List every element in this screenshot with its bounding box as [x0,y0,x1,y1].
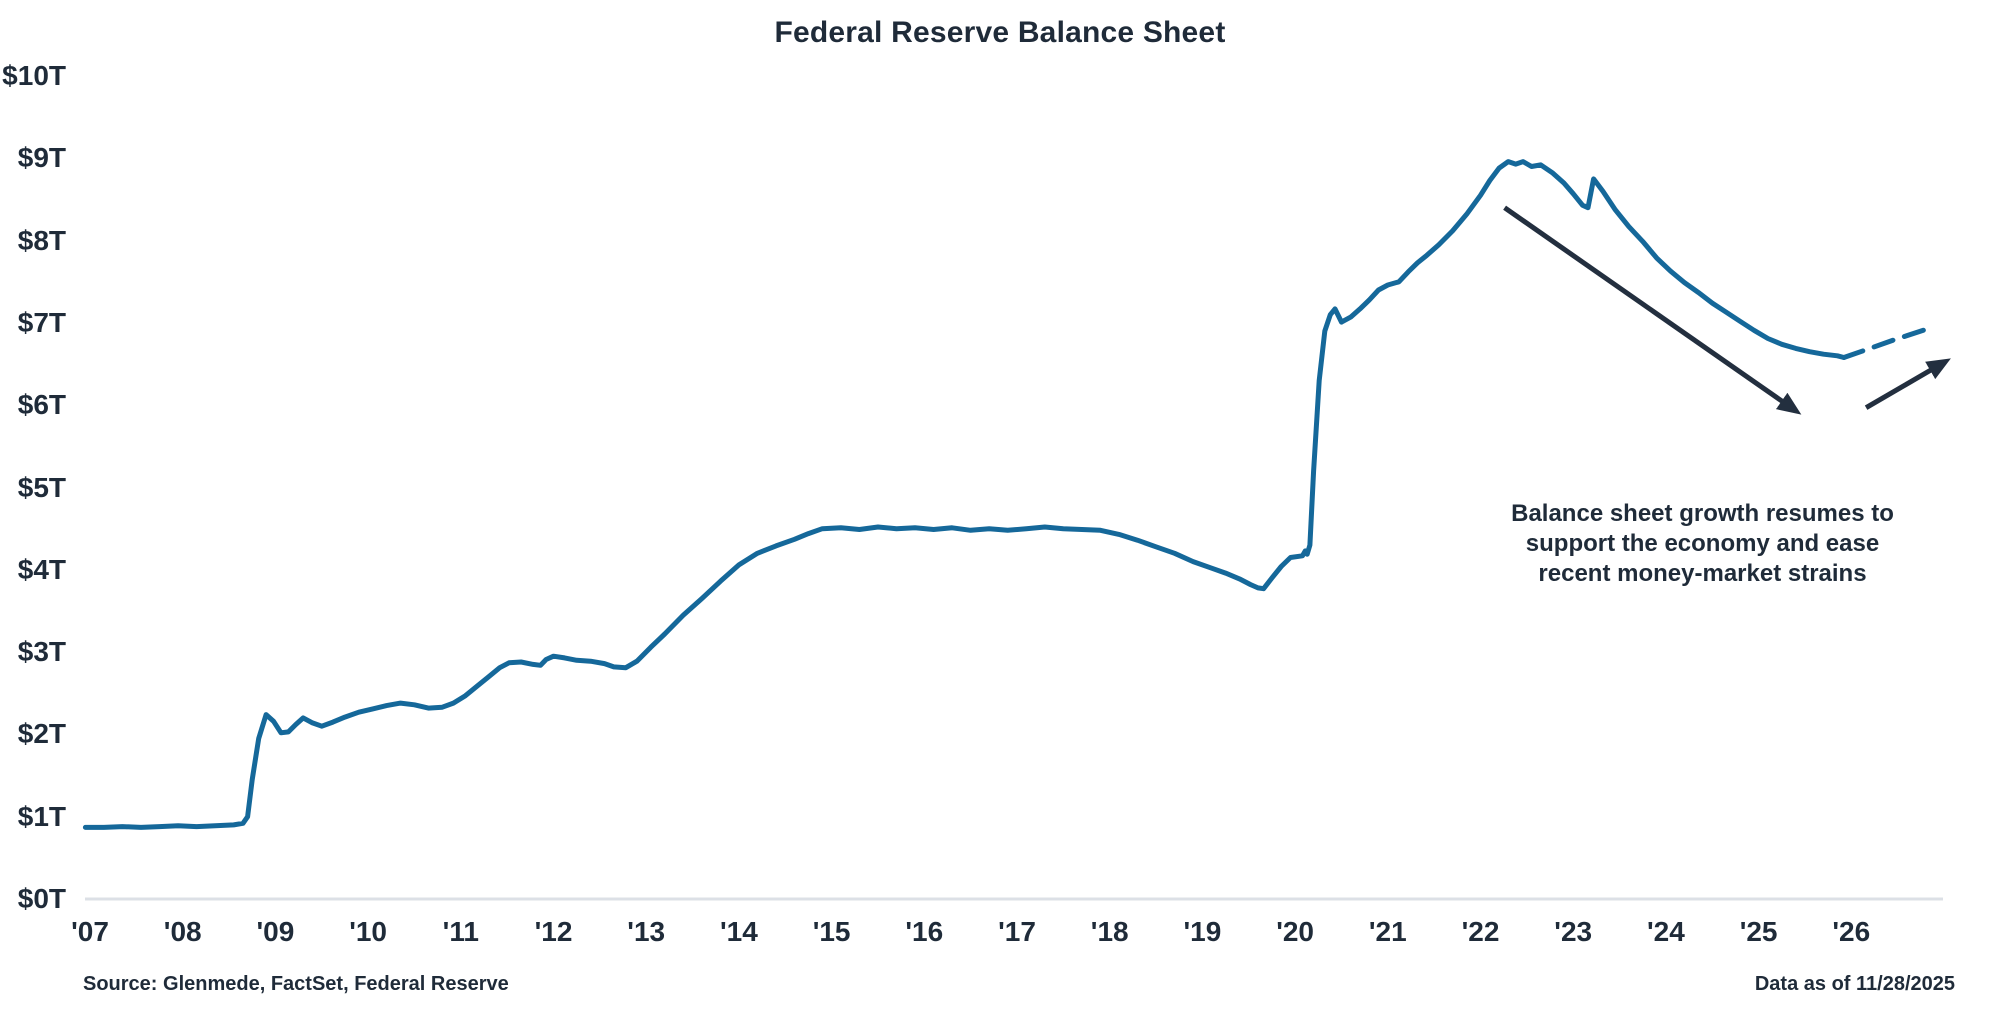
x-tick-label: '11 [442,916,479,947]
y-tick-label: $4T [17,553,66,585]
x-tick-label: '25 [1739,916,1778,947]
x-tick-label: '13 [627,916,666,947]
x-tick-label: '12 [534,916,573,947]
x-tick-label: '07 [71,916,109,947]
x-tick-label: '20 [1276,916,1314,947]
growth-resumes-arrow [1864,358,1951,410]
data-as-of-note: Data as of 11/28/2025 [1754,973,1955,995]
y-tick-label: $7T [17,306,66,338]
chart-annotation: Balance sheet growth resumes to support … [1505,499,1900,589]
annotation-line-1: Balance sheet growth resumes to [1511,500,1894,527]
source-note: Source: Glenmede, FactSet, Federal Reser… [83,973,509,995]
x-tick-label: '26 [1832,916,1871,947]
y-tick-label: $6T [17,389,66,421]
x-tick-label: '10 [349,916,387,947]
y-tick-label: $9T [17,142,66,174]
y-tick-label: $5T [17,471,66,503]
x-tick-label: '14 [719,916,758,947]
x-tick-label: '23 [1554,916,1593,947]
y-tick-label: $8T [17,224,66,256]
x-tick-label: '24 [1646,916,1685,947]
y-tick-label: $10T [2,60,66,91]
x-tick-label: '16 [905,916,944,947]
qt-decline-arrow [1503,205,1802,415]
y-tick-label: $0T [17,883,66,914]
x-tick-label: '15 [812,916,851,947]
y-tick-label: $1T [17,800,66,832]
annotation-line-3: recent money-market strains [1538,560,1867,587]
x-tick-label: '21 [1368,916,1407,947]
chart-title: Federal Reserve Balance Sheet [774,16,1226,49]
annotation-line-2: support the economy and ease [1525,530,1880,557]
y-tick-label: $3T [17,636,66,668]
x-tick-label: '19 [1183,916,1222,947]
x-tick-label: '18 [1090,916,1129,947]
x-tick-label: '08 [163,916,202,947]
x-tick-label: '09 [256,916,295,947]
x-tick-label: '17 [998,916,1036,947]
y-tick-label: $2T [17,718,66,750]
x-tick-label: '22 [1461,916,1500,947]
balance-sheet-line-projected [1841,326,1931,360]
balance-sheet-line-actual [82,159,1847,830]
